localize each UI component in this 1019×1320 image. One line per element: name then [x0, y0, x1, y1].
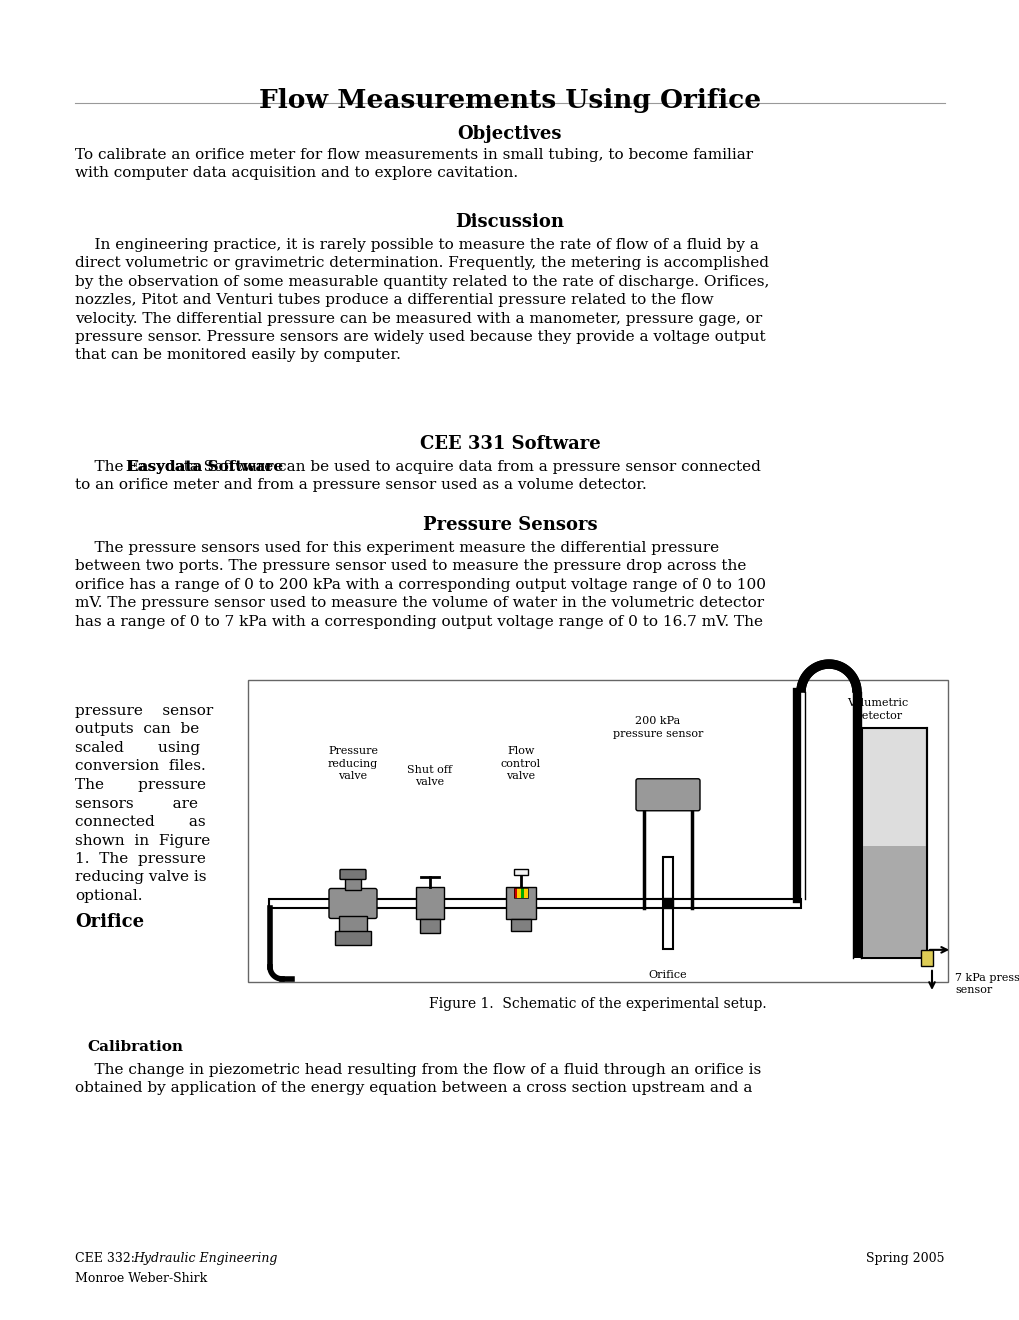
- Text: CEE 331 Software: CEE 331 Software: [419, 436, 600, 453]
- Bar: [514, 888, 517, 899]
- Text: The change in piezometric head resulting from the flow of a fluid through an ori: The change in piezometric head resulting…: [75, 1063, 760, 1096]
- Text: Spring 2005: Spring 2005: [866, 1251, 944, 1265]
- Text: Objectives: Objectives: [458, 125, 561, 143]
- Bar: [344, 876, 361, 891]
- Bar: [862, 846, 925, 957]
- Text: shown  in  Figure: shown in Figure: [75, 833, 210, 847]
- Text: To calibrate an orifice meter for flow measurements in small tubing, to become f: To calibrate an orifice meter for flow m…: [75, 148, 752, 181]
- Text: pressure    sensor: pressure sensor: [75, 704, 213, 718]
- Text: 7 kPa pressure
sensor: 7 kPa pressure sensor: [954, 973, 1019, 995]
- Text: 200 kPa
pressure sensor: 200 kPa pressure sensor: [612, 717, 702, 739]
- Text: Flow Measurements Using Orifice: Flow Measurements Using Orifice: [259, 88, 760, 114]
- Bar: [420, 920, 439, 933]
- Polygon shape: [796, 660, 860, 692]
- Bar: [514, 870, 528, 875]
- Bar: [920, 950, 932, 966]
- Bar: [416, 887, 443, 920]
- Text: Hydraulic Engineering: Hydraulic Engineering: [132, 1251, 277, 1265]
- Text: In engineering practice, it is rarely possible to measure the rate of flow of a : In engineering practice, it is rarely po…: [75, 238, 768, 363]
- Bar: [521, 888, 524, 899]
- Text: Volumetric
Detector: Volumetric Detector: [847, 698, 908, 721]
- Text: Pressure Sensors: Pressure Sensors: [422, 516, 597, 535]
- Text: The Easydata Software can be used to acquire data from a pressure sensor connect: The Easydata Software can be used to acq…: [75, 459, 760, 492]
- Text: CEE 332:: CEE 332:: [75, 1251, 139, 1265]
- Text: reducing valve is: reducing valve is: [75, 870, 206, 884]
- Text: Calibration: Calibration: [87, 1040, 182, 1053]
- Bar: [269, 899, 800, 908]
- Bar: [334, 932, 371, 945]
- Bar: [524, 888, 528, 899]
- Text: Orifice: Orifice: [648, 970, 687, 979]
- Text: connected       as: connected as: [75, 814, 206, 829]
- Text: Monroe Weber-Shirk: Monroe Weber-Shirk: [75, 1272, 207, 1284]
- Text: Easydata Software: Easydata Software: [126, 459, 283, 474]
- Bar: [505, 887, 535, 920]
- Text: Shut off
valve: Shut off valve: [408, 764, 452, 787]
- Text: Orifice: Orifice: [75, 913, 144, 931]
- Text: conversion  files.: conversion files.: [75, 759, 206, 774]
- Bar: [514, 888, 528, 899]
- Text: outputs  can  be: outputs can be: [75, 722, 199, 737]
- Bar: [248, 680, 947, 982]
- Text: Flow
control
valve: Flow control valve: [500, 746, 540, 781]
- Bar: [517, 888, 521, 899]
- Text: The       pressure: The pressure: [75, 777, 206, 792]
- FancyBboxPatch shape: [339, 870, 366, 879]
- Bar: [662, 858, 673, 949]
- Text: Discussion: Discussion: [455, 213, 564, 231]
- Bar: [662, 899, 673, 908]
- Bar: [511, 920, 531, 932]
- Text: sensors        are: sensors are: [75, 796, 198, 810]
- Text: 1.  The  pressure: 1. The pressure: [75, 851, 206, 866]
- Text: scaled       using: scaled using: [75, 741, 200, 755]
- Text: Pressure
reducing
valve: Pressure reducing valve: [327, 746, 378, 781]
- Bar: [861, 729, 926, 958]
- Bar: [852, 692, 860, 958]
- Text: Figure 1.  Schematic of the experimental setup.: Figure 1. Schematic of the experimental …: [429, 997, 766, 1011]
- Bar: [338, 916, 367, 933]
- FancyBboxPatch shape: [636, 779, 699, 810]
- FancyBboxPatch shape: [329, 888, 377, 919]
- Text: optional.: optional.: [75, 888, 143, 903]
- Text: The pressure sensors used for this experiment measure the differential pressure
: The pressure sensors used for this exper…: [75, 541, 765, 628]
